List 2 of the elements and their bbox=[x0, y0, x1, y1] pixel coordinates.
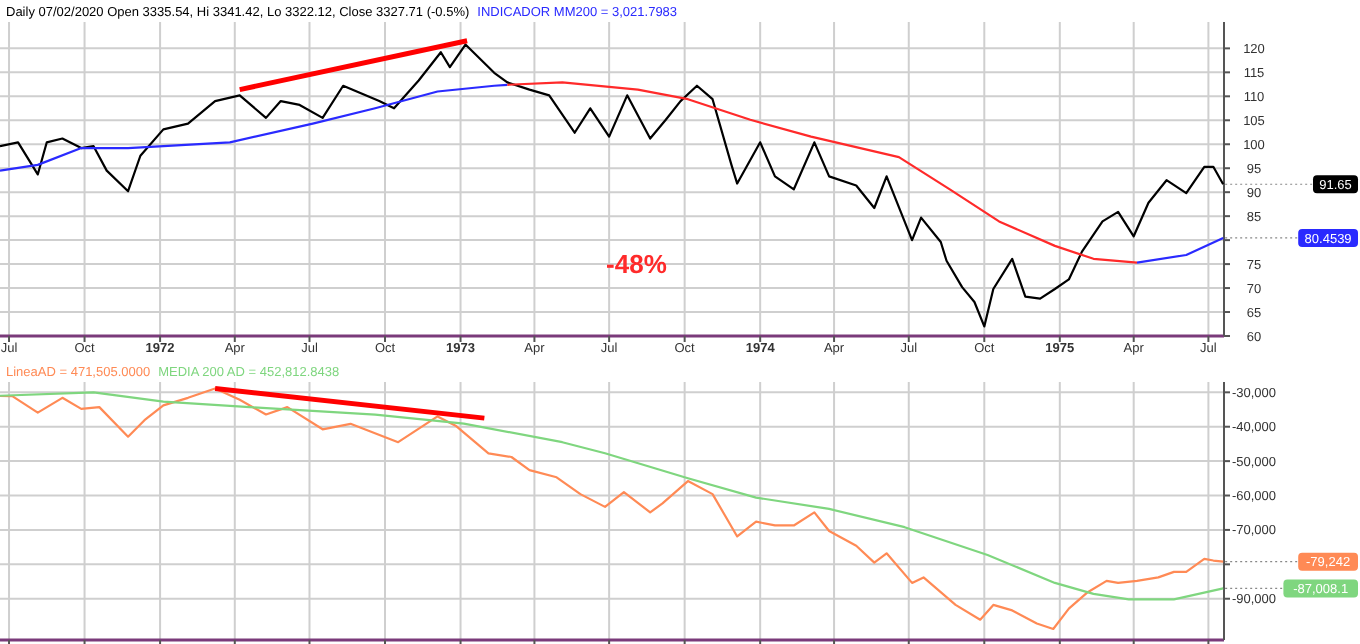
line-series bbox=[0, 43, 1224, 328]
annotation: -48% bbox=[606, 249, 668, 280]
